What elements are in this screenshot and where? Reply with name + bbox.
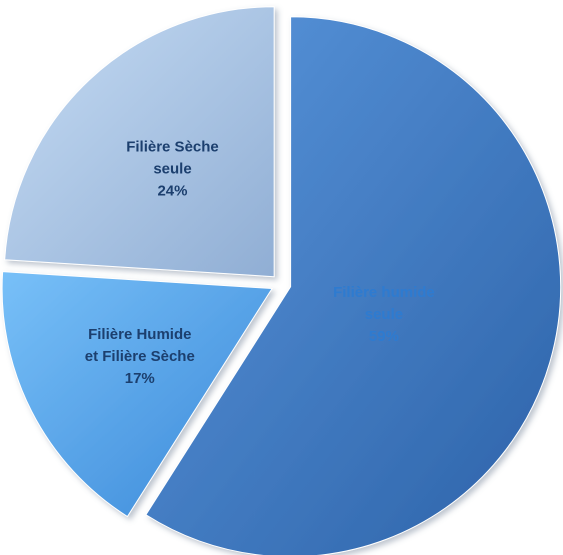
pie-labels: Filière humide seule 59% Filière Humide et F…	[85, 138, 435, 386]
slice-percent: 59%	[369, 328, 399, 345]
pie-slice-1	[145, 16, 562, 555]
slice-label-line: seule	[365, 306, 403, 323]
pie-slice-3	[4, 6, 275, 278]
slice-label-3: Filière Sèche seule 24%	[126, 138, 219, 199]
pie-slices	[1, 6, 562, 555]
slice-label-1: Filière humide seule 59%	[333, 284, 435, 345]
slice-percent: 24%	[157, 182, 187, 199]
slice-percent: 17%	[125, 370, 155, 387]
slice-label-line: et Filière Sèche	[85, 348, 195, 365]
pie-slice-2	[1, 271, 273, 518]
slice-label-2: Filière Humide et Filière Sèche 17%	[85, 326, 195, 387]
slice-label-line: Filière humide	[333, 284, 435, 301]
slice-label-line: seule	[153, 160, 191, 177]
slice-label-line: Filière Humide	[88, 326, 191, 343]
slice-label-line: Filière Sèche	[126, 138, 219, 155]
